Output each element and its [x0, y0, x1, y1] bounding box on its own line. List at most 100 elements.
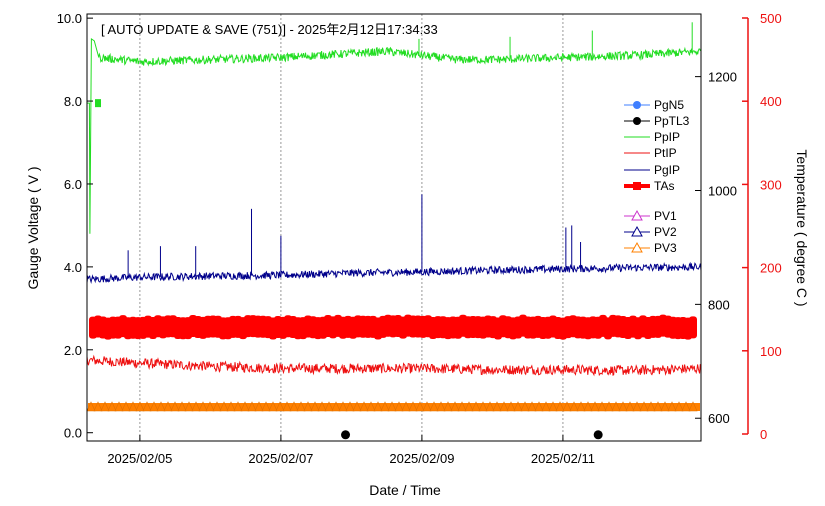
- pv3-marker: [100, 401, 110, 412]
- pv3-marker: [233, 401, 243, 412]
- chart-title: [ AUTO UPDATE & SAVE (751)] - 2025年2月12日…: [101, 22, 438, 37]
- pv3-marker: [226, 401, 236, 412]
- x-axis-label: Date / Time: [369, 482, 441, 498]
- legend-entry-pv3: PV3: [624, 241, 677, 255]
- pv3-marker: [191, 401, 201, 412]
- y2-outer-tick-label: 200: [760, 261, 782, 276]
- pv3-marker: [513, 401, 523, 412]
- pv3-marker: [303, 401, 313, 412]
- pv3-marker: [135, 401, 145, 412]
- series-pptl3: [341, 430, 603, 440]
- x-tick-label: 2025/02/07: [248, 451, 313, 466]
- pv3-marker: [331, 401, 341, 412]
- pv3-marker: [485, 401, 495, 412]
- series-ppip: [87, 22, 702, 234]
- pv3-marker: [317, 401, 327, 412]
- legend-label: PgN5: [654, 98, 684, 112]
- series-layer: [86, 22, 702, 440]
- pv3-marker: [373, 401, 383, 412]
- pv3-marker: [611, 401, 621, 412]
- y2-inner-tick-label: 600: [708, 411, 730, 426]
- pv3-marker: [219, 401, 229, 412]
- legend-label: PgIP: [654, 163, 680, 177]
- pv3-marker: [541, 401, 551, 412]
- legend-entry-ptip: PtIP: [624, 146, 677, 160]
- y2-inner-tick-label: 1000: [708, 183, 737, 198]
- pv3-marker: [387, 401, 397, 412]
- legend-label: PpTL3: [654, 114, 690, 128]
- pv3-marker: [310, 401, 320, 412]
- pv3-marker: [156, 401, 166, 412]
- pv3-marker: [212, 401, 222, 412]
- pv3-marker: [261, 401, 271, 412]
- legend-swatch-marker: [631, 225, 643, 237]
- pv3-marker: [121, 401, 131, 412]
- legend-entry-pv2: PV2: [624, 225, 677, 239]
- pv3-marker: [324, 401, 334, 412]
- y-tick-label: 6.0: [64, 177, 82, 192]
- pv3-marker: [408, 401, 418, 412]
- pv3-marker: [366, 401, 376, 412]
- pv3-marker: [660, 401, 670, 412]
- pv3-marker: [646, 401, 656, 412]
- pv3-marker: [576, 401, 586, 412]
- pv3-marker: [639, 401, 649, 412]
- ptip-line: [86, 354, 702, 377]
- pv3-marker: [562, 401, 572, 412]
- pv3-marker: [674, 401, 684, 412]
- pv3-marker: [471, 401, 481, 412]
- pv3-marker: [520, 401, 530, 412]
- legend-label: PpIP: [654, 130, 680, 144]
- y2-outer-tick-label: 100: [760, 344, 782, 359]
- pv3-marker: [527, 401, 537, 412]
- y2-outer-tick-label: 500: [760, 11, 782, 26]
- pv3-marker: [653, 401, 663, 412]
- pv3-marker: [86, 401, 96, 412]
- series-tas: [89, 314, 697, 340]
- pv3-marker: [205, 401, 215, 412]
- pv3-marker: [380, 401, 390, 412]
- pv3-marker: [128, 401, 138, 412]
- pv3-marker: [457, 401, 467, 412]
- pv3-marker: [429, 401, 439, 412]
- pv3-marker: [352, 401, 362, 412]
- y2-outer-tick-label: 300: [760, 177, 782, 192]
- pv3-marker: [170, 401, 180, 412]
- axes: 2025/02/05 2025/02/07 2025/02/09 2025/02/11…: [57, 11, 782, 466]
- pv3-marker: [177, 401, 187, 412]
- pv3-marker: [583, 401, 593, 412]
- pv3-marker: [667, 401, 677, 412]
- pv3-marker: [478, 401, 488, 412]
- pv3-marker: [604, 401, 614, 412]
- pv3-marker: [394, 401, 404, 412]
- pv3-marker: [275, 401, 285, 412]
- legend-swatch-marker: [633, 117, 641, 125]
- pgip-line: [86, 261, 702, 284]
- pv3-marker: [254, 401, 264, 412]
- pv3-marker: [282, 401, 292, 412]
- ppip-start-marker: [95, 99, 101, 108]
- pv3-marker: [268, 401, 278, 412]
- pv3-marker: [548, 401, 558, 412]
- series-ptip: [86, 354, 702, 377]
- pv3-marker: [163, 401, 173, 412]
- pv3-marker: [401, 401, 411, 412]
- y-tick-label: 4.0: [64, 260, 82, 275]
- legend-label: PV3: [654, 241, 677, 255]
- y-tick-label: 2.0: [64, 343, 82, 358]
- pv3-marker: [198, 401, 208, 412]
- legend-entry-pptl3: PpTL3: [624, 114, 690, 128]
- pv3-marker: [681, 401, 691, 412]
- legend-label: PV1: [654, 209, 677, 223]
- pv3-marker: [114, 401, 124, 412]
- pv3-marker: [464, 401, 474, 412]
- legend-label: PtIP: [654, 146, 677, 160]
- y2-inner-tick-label: 1200: [708, 70, 737, 85]
- pv3-marker: [359, 401, 369, 412]
- pv3-marker: [142, 401, 152, 412]
- legend-entry-ppip: PpIP: [624, 130, 680, 144]
- pv3-marker: [149, 401, 159, 412]
- pv3-marker: [184, 401, 194, 412]
- legend-entry-pgn5: PgN5: [624, 98, 684, 112]
